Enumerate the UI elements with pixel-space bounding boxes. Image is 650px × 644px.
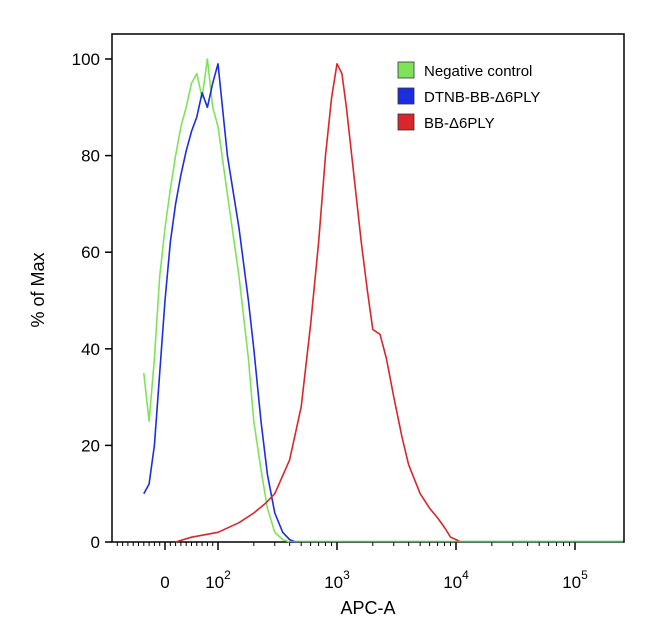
series-line xyxy=(143,58,290,543)
y-tick-label: 80 xyxy=(81,147,100,166)
x-axis-title: APC-A xyxy=(340,598,395,618)
legend-swatch xyxy=(397,113,415,131)
series-layer xyxy=(143,58,623,543)
y-tick-label: 0 xyxy=(91,533,100,552)
plot-frame xyxy=(111,33,625,543)
y-tick-label: 100 xyxy=(72,50,100,69)
legend-swatch xyxy=(397,87,415,105)
y-axis: 0 20 40 60 80 100 xyxy=(72,50,112,552)
x-tick-label: 102 xyxy=(205,568,231,592)
series-line xyxy=(175,63,462,543)
y-axis-title: % of Max xyxy=(28,252,48,327)
x-tick-label: 104 xyxy=(443,568,469,592)
y-tick-label: 60 xyxy=(81,243,100,262)
legend-label: Negative control xyxy=(424,63,532,80)
legend-label: DTNB-BB-Δ6PLY xyxy=(424,89,540,106)
y-tick-label: 40 xyxy=(81,340,100,359)
x-axis: 0 102 103 104 105 xyxy=(116,542,588,592)
x-tick-label: 103 xyxy=(324,568,350,592)
series-line xyxy=(143,63,296,543)
legend-label: BB-Δ6PLY xyxy=(424,115,495,132)
legend-swatch xyxy=(397,61,415,79)
y-tick-label: 20 xyxy=(81,436,100,455)
legend: Negative control DTNB-BB-Δ6PLY BB-Δ6PLY xyxy=(397,61,540,132)
x-tick-label: 105 xyxy=(562,568,588,592)
x-tick-label: 0 xyxy=(160,573,169,592)
